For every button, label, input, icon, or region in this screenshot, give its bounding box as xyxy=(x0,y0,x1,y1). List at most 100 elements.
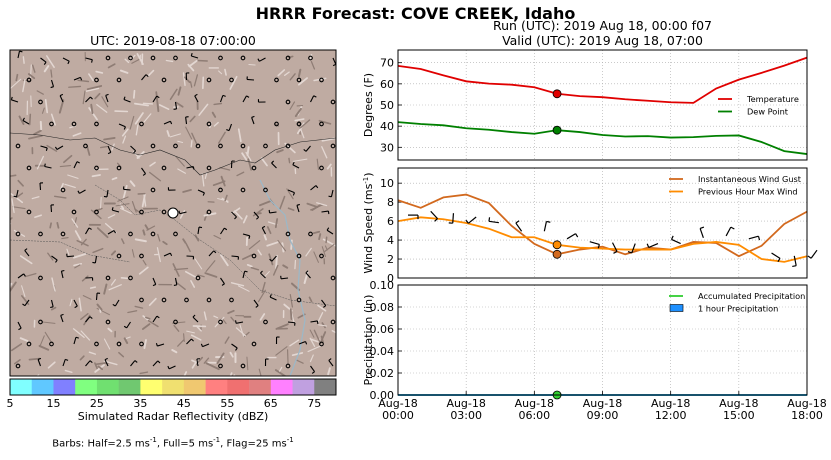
calm-circle xyxy=(251,165,257,171)
wind-barb xyxy=(40,145,48,151)
calm-circle xyxy=(218,143,223,149)
calm-circle xyxy=(150,187,156,193)
terrain-ridge xyxy=(275,346,288,356)
calm-circle xyxy=(308,231,313,237)
legend-label: Accumulated Precipitation xyxy=(698,291,805,301)
terrain-ridge xyxy=(173,324,180,332)
terrain-ridge xyxy=(313,251,319,263)
x-tick-label: 00:00 xyxy=(382,409,414,422)
terrain-ridge xyxy=(15,192,24,199)
current-time-marker xyxy=(552,249,562,259)
wind-barb xyxy=(173,101,178,110)
terrain-ridge xyxy=(165,59,174,63)
colorbar-swatch xyxy=(75,379,98,395)
terrain-ridge xyxy=(94,362,99,370)
terrain-ridge xyxy=(189,115,196,123)
x-tick-label: Aug-18 xyxy=(378,397,417,410)
terrain-ridge xyxy=(306,202,319,209)
calm-circle xyxy=(94,341,99,347)
terrain-ridge xyxy=(277,69,286,77)
terrain-ridge xyxy=(33,129,42,136)
wind-barb xyxy=(231,255,240,260)
terrain-ridge xyxy=(134,305,144,309)
colorbar-swatch xyxy=(96,379,119,395)
terrain-ridge xyxy=(134,112,144,125)
terrain-ridge xyxy=(186,330,195,334)
terrain-ridge xyxy=(13,359,21,365)
terrain-ridge xyxy=(11,206,26,210)
terrain-ridge xyxy=(96,227,109,239)
wind-barb xyxy=(152,315,160,323)
y-tick-label: 0.10 xyxy=(370,279,395,292)
wind-barb xyxy=(85,360,93,367)
terrain-ridge xyxy=(276,149,284,154)
terrain-ridge xyxy=(297,68,302,78)
terrain-ridge xyxy=(259,313,266,321)
terrain-ridge xyxy=(149,161,156,167)
terrain-ridge xyxy=(46,144,58,152)
terrain-ridge xyxy=(289,73,296,81)
wind-barb xyxy=(430,210,438,222)
series-line xyxy=(397,193,808,258)
terrain-ridge xyxy=(10,78,22,89)
terrain-ridge xyxy=(143,339,147,350)
terrain-ridge xyxy=(73,263,83,267)
calm-circle xyxy=(330,99,336,105)
calm-circle xyxy=(218,55,223,61)
terrain-ridge xyxy=(40,321,56,324)
terrain-ridge xyxy=(233,210,243,220)
terrain-ridge xyxy=(142,259,147,266)
terrain-ridge xyxy=(31,64,36,73)
terrain-ridge xyxy=(252,208,264,217)
wind-barb xyxy=(298,341,308,345)
map-title: UTC: 2019-08-18 07:00:00 xyxy=(90,33,256,48)
terrain-ridge xyxy=(88,73,94,82)
calm-circle xyxy=(173,231,178,237)
river xyxy=(259,179,306,376)
wind-barb xyxy=(807,249,818,259)
calm-circle xyxy=(319,77,324,83)
terrain-ridge xyxy=(43,65,50,73)
terrain-ridge xyxy=(134,238,147,243)
wind-barb xyxy=(194,93,199,103)
wind-barb xyxy=(50,79,55,89)
terrain-ridge xyxy=(131,249,135,258)
terrain-ridge xyxy=(158,104,170,111)
wind-barb xyxy=(261,225,266,235)
wind-barb xyxy=(77,189,86,194)
y-tick-label: 0.04 xyxy=(370,345,395,358)
terrain-ridge xyxy=(309,354,314,363)
terrain-ridge xyxy=(31,196,40,200)
wind-barb xyxy=(185,116,189,125)
wind-barb xyxy=(186,255,195,260)
terrain-ridge xyxy=(213,315,219,319)
calm-circle xyxy=(263,187,268,193)
terrain-ridge xyxy=(190,140,193,148)
terrain-ridge xyxy=(316,202,328,207)
terrain-ridge xyxy=(292,158,308,162)
wind-barb xyxy=(141,167,147,176)
terrain-ridge xyxy=(279,366,283,372)
calm-circle xyxy=(15,143,21,149)
terrain-ridge xyxy=(204,272,218,278)
terrain-ridge xyxy=(157,233,161,242)
terrain-ridge xyxy=(110,250,117,256)
calm-circle xyxy=(94,209,99,215)
terrain-ridge xyxy=(323,243,335,253)
terrain-ridge xyxy=(63,154,73,164)
terrain-ridge xyxy=(96,103,108,113)
terrain-ridge xyxy=(172,321,186,324)
terrain-ridge xyxy=(218,70,223,75)
terrain-ridge xyxy=(142,229,146,236)
calm-circle xyxy=(218,319,223,325)
terrain-ridge xyxy=(318,233,322,241)
calm-circle xyxy=(71,209,77,215)
terrain-ridge xyxy=(82,90,86,105)
wind-barb xyxy=(269,255,277,262)
terrain-ridge xyxy=(27,73,36,80)
calm-circle xyxy=(240,55,246,61)
terrain-ridge xyxy=(326,163,332,170)
wind-barb xyxy=(465,216,477,224)
terrain-ridge xyxy=(278,195,286,211)
wind-barb xyxy=(152,95,160,103)
